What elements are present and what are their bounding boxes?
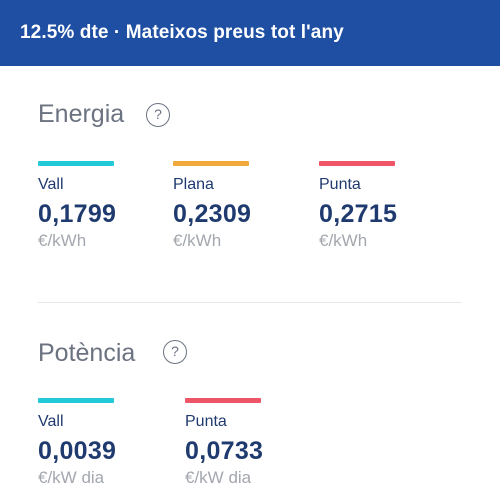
tariff-label: Punta — [185, 413, 227, 430]
tariff-unit: €/kWh — [38, 231, 87, 250]
tariff-unit: €/kWh — [173, 231, 222, 250]
power-section-title: Potència — [38, 339, 136, 367]
tariff-unit: €/kW dia — [185, 468, 252, 487]
energy-section-title: Energia — [38, 100, 125, 128]
power-tariff-punta: Punta 0,0733 €/kW dia — [185, 398, 263, 488]
tariff-label: Punta — [319, 176, 361, 193]
tariff-price: 0,2715 — [319, 200, 398, 228]
energy-tariff-punta: Punta 0,2715 €/kWh — [319, 161, 397, 251]
prices-panel: Energia ? Vall 0,1799 €/kWh Plana 0,2309… — [0, 66, 500, 500]
energy-tariff-plana: Plana 0,2309 €/kWh — [173, 161, 251, 251]
tariff-price: 0,1799 — [38, 200, 117, 228]
tariff-color-bar — [173, 161, 249, 166]
tariff-label: Vall — [38, 413, 64, 430]
banner-title: 12.5% dte · Mateixos preus tot l'any — [20, 22, 344, 43]
power-help-icon[interactable]: ? — [163, 340, 187, 364]
energy-tariff-vall: Vall 0,1799 €/kWh — [38, 161, 116, 251]
promo-banner: 12.5% dte · Mateixos preus tot l'any — [0, 0, 500, 66]
tariff-color-bar — [319, 161, 395, 166]
tariff-unit: €/kW dia — [38, 468, 105, 487]
tariff-price: 0,2309 — [173, 200, 252, 228]
section-divider — [38, 302, 462, 303]
tariff-label: Plana — [173, 176, 214, 193]
energy-help-icon[interactable]: ? — [146, 103, 170, 127]
tariff-color-bar — [38, 161, 114, 166]
tariff-unit: €/kWh — [319, 231, 368, 250]
tariff-color-bar — [38, 398, 114, 403]
tariff-label: Vall — [38, 176, 64, 193]
tariff-price: 0,0733 — [185, 437, 264, 465]
tariff-color-bar — [185, 398, 261, 403]
power-tariff-vall: Vall 0,0039 €/kW dia — [38, 398, 116, 488]
tariff-price: 0,0039 — [38, 437, 117, 465]
